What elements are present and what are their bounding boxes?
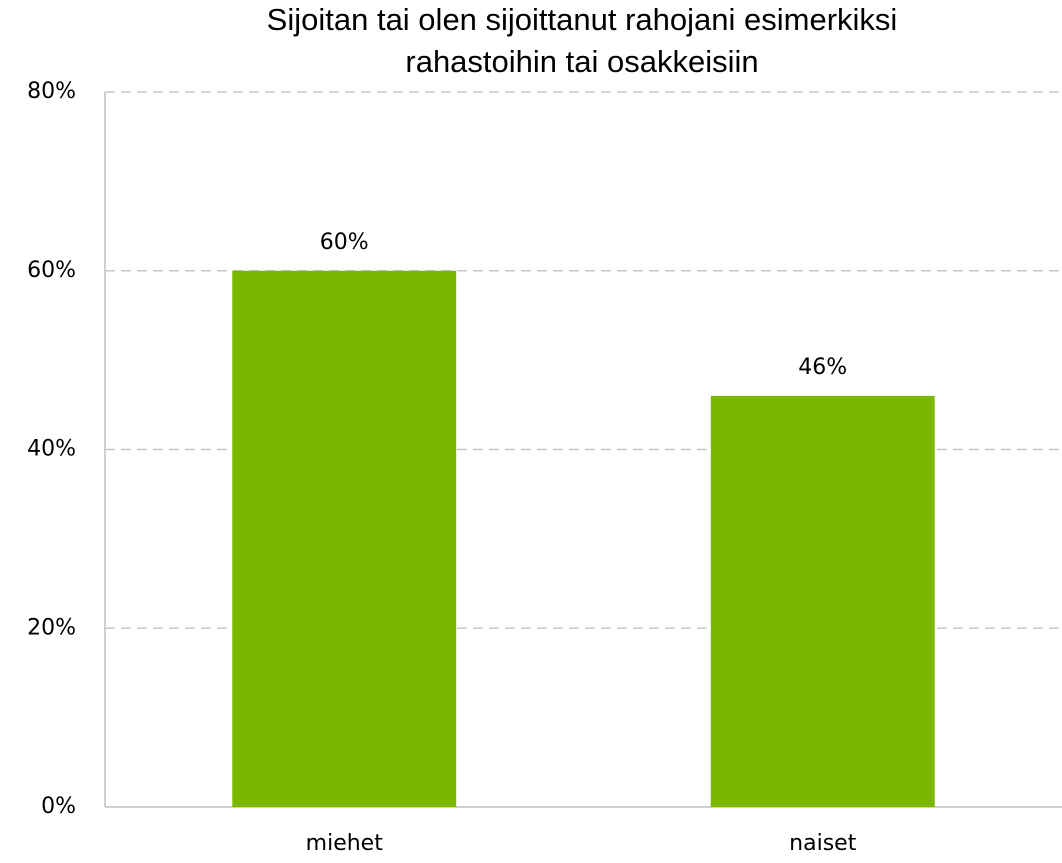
data-label: 46%	[798, 355, 847, 380]
bar	[232, 270, 457, 807]
y-tick-label: 80%	[27, 79, 76, 104]
chart-title: rahastoihin tai osakkeisiin	[405, 44, 758, 79]
y-tick-label: 0%	[41, 794, 76, 819]
bar	[710, 395, 935, 807]
x-tick-label: miehet	[306, 831, 384, 856]
y-tick-label: 40%	[27, 437, 76, 462]
data-label: 60%	[320, 230, 369, 255]
x-tick-label: naiset	[789, 831, 857, 856]
y-tick-label: 60%	[27, 258, 76, 283]
chart-title: Sijoitan tai olen sijoittanut rahojani e…	[267, 2, 898, 37]
y-tick-label: 20%	[27, 615, 76, 640]
